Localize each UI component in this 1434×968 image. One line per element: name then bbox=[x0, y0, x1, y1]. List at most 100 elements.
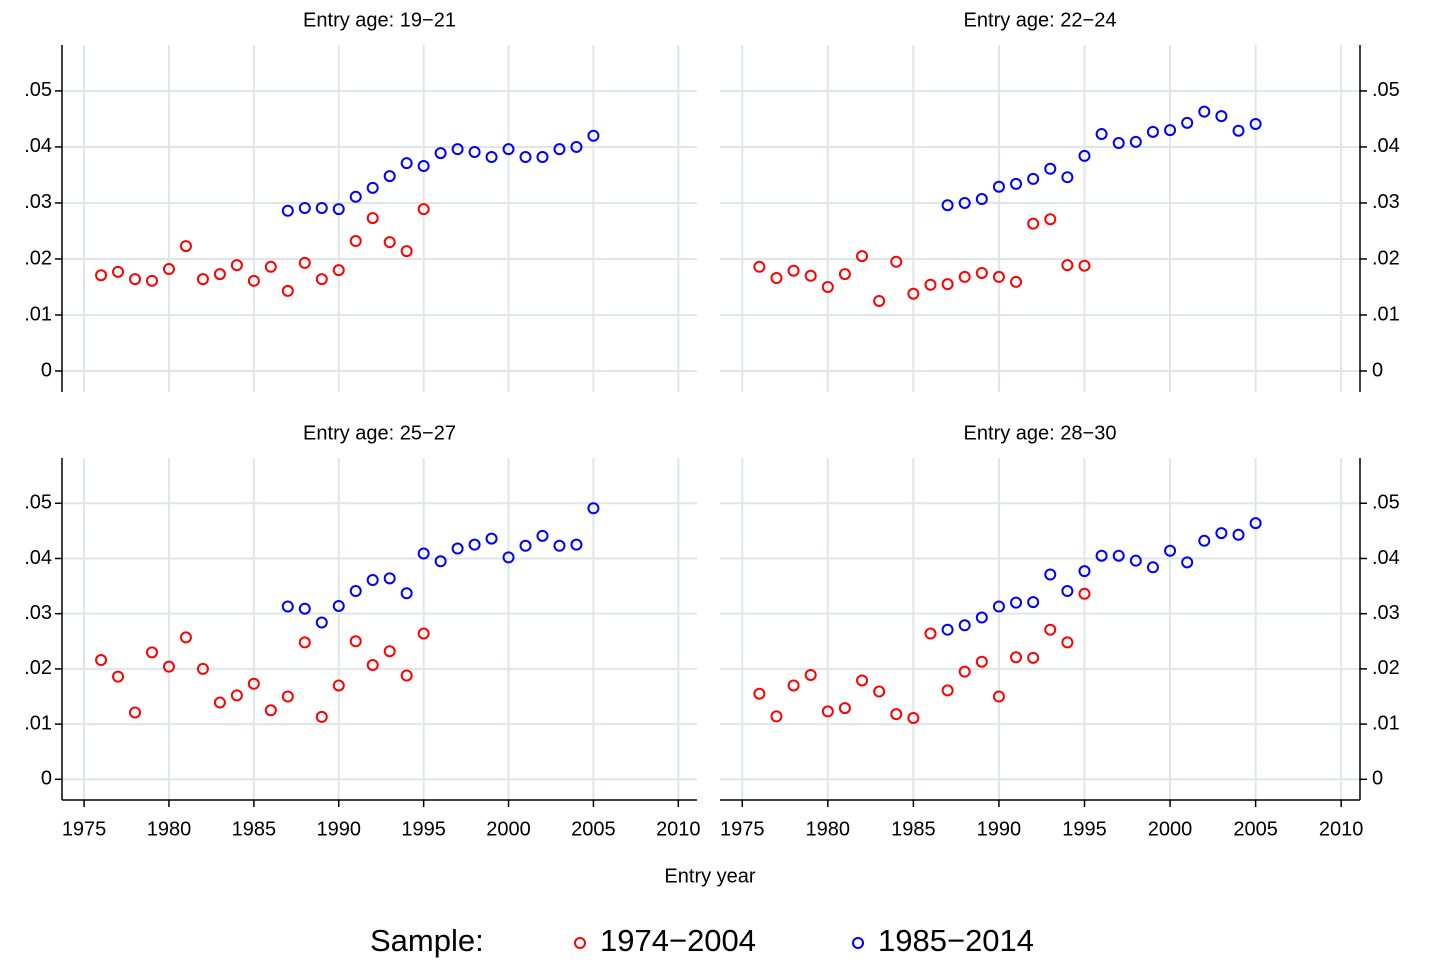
point bbox=[1010, 275, 1023, 288]
point bbox=[975, 193, 988, 206]
point bbox=[1146, 125, 1159, 138]
point bbox=[179, 240, 192, 253]
point bbox=[366, 659, 379, 672]
panel-title: Entry age: 22−24 bbox=[964, 9, 1117, 31]
point bbox=[753, 260, 766, 273]
x-tick-label: 1975 bbox=[62, 818, 107, 840]
point bbox=[553, 539, 566, 552]
point bbox=[162, 263, 175, 276]
point bbox=[804, 668, 817, 681]
point bbox=[519, 539, 532, 552]
point bbox=[873, 685, 886, 698]
point bbox=[941, 278, 954, 291]
point bbox=[958, 665, 971, 678]
point bbox=[536, 151, 549, 164]
point bbox=[179, 631, 192, 644]
x-tick-label: 1985 bbox=[232, 818, 277, 840]
point bbox=[873, 294, 886, 307]
point bbox=[804, 269, 817, 282]
point bbox=[366, 212, 379, 225]
y-tick-label: .02 bbox=[1372, 247, 1400, 269]
point bbox=[349, 235, 362, 248]
point bbox=[907, 712, 920, 725]
y-tick-label: .04 bbox=[1372, 547, 1400, 569]
point bbox=[230, 689, 243, 702]
point bbox=[349, 635, 362, 648]
point bbox=[451, 542, 464, 555]
point bbox=[1044, 162, 1057, 175]
point bbox=[434, 555, 447, 568]
point bbox=[1181, 556, 1194, 569]
point bbox=[1112, 137, 1125, 150]
point bbox=[975, 655, 988, 668]
point bbox=[349, 585, 362, 598]
point bbox=[1215, 110, 1228, 123]
point bbox=[1010, 651, 1023, 664]
point bbox=[1010, 596, 1023, 609]
x-tick-label: 2000 bbox=[1148, 818, 1193, 840]
y-tick-label: .01 bbox=[24, 303, 52, 325]
x-tick-label: 1995 bbox=[401, 818, 446, 840]
point bbox=[400, 157, 413, 170]
point bbox=[1078, 149, 1091, 162]
point bbox=[1044, 213, 1057, 226]
point bbox=[145, 646, 158, 659]
x-tick-label: 1985 bbox=[891, 818, 936, 840]
x-tick-label: 1995 bbox=[1062, 818, 1107, 840]
point bbox=[1112, 549, 1125, 562]
y-tick-label: .02 bbox=[24, 657, 52, 679]
y-tick-label: .04 bbox=[1372, 135, 1400, 157]
point bbox=[1027, 651, 1040, 664]
point bbox=[1232, 528, 1245, 541]
point bbox=[821, 280, 834, 293]
point bbox=[145, 274, 158, 287]
point bbox=[519, 151, 532, 164]
point bbox=[400, 245, 413, 258]
legend-label: 1974−2004 bbox=[600, 923, 756, 958]
point bbox=[856, 250, 869, 263]
point bbox=[787, 679, 800, 692]
point bbox=[129, 273, 142, 286]
x-tick-label: 1980 bbox=[806, 818, 851, 840]
point bbox=[821, 705, 834, 718]
point bbox=[1078, 587, 1091, 600]
point bbox=[1198, 534, 1211, 547]
x-tick-label: 2010 bbox=[1319, 818, 1364, 840]
point bbox=[400, 669, 413, 682]
point bbox=[1181, 116, 1194, 129]
point bbox=[485, 532, 498, 545]
point bbox=[856, 674, 869, 687]
point bbox=[941, 199, 954, 212]
y-tick-label: .03 bbox=[1372, 191, 1400, 213]
point bbox=[247, 677, 260, 690]
point bbox=[1215, 527, 1228, 540]
x-tick-label: 2000 bbox=[486, 818, 531, 840]
point bbox=[281, 204, 294, 217]
point bbox=[570, 140, 583, 153]
point bbox=[383, 170, 396, 183]
point bbox=[536, 529, 549, 542]
point bbox=[787, 264, 800, 277]
point bbox=[1027, 172, 1040, 185]
point bbox=[770, 710, 783, 723]
point bbox=[1198, 105, 1211, 118]
point bbox=[95, 654, 108, 667]
x-tick-label: 2010 bbox=[656, 818, 701, 840]
point bbox=[468, 145, 481, 158]
point bbox=[502, 551, 515, 564]
point bbox=[383, 645, 396, 658]
point bbox=[941, 623, 954, 636]
point bbox=[907, 287, 920, 300]
y-tick-label: .02 bbox=[24, 247, 52, 269]
x-tick-label: 1990 bbox=[317, 818, 362, 840]
point bbox=[958, 196, 971, 209]
point bbox=[1164, 544, 1177, 557]
y-tick-label: .05 bbox=[1372, 79, 1400, 101]
point bbox=[992, 690, 1005, 703]
point bbox=[196, 273, 209, 286]
point bbox=[417, 547, 430, 560]
x-tick-label: 1980 bbox=[147, 818, 192, 840]
panel-title: Entry age: 25−27 bbox=[303, 422, 456, 444]
point bbox=[468, 538, 481, 551]
